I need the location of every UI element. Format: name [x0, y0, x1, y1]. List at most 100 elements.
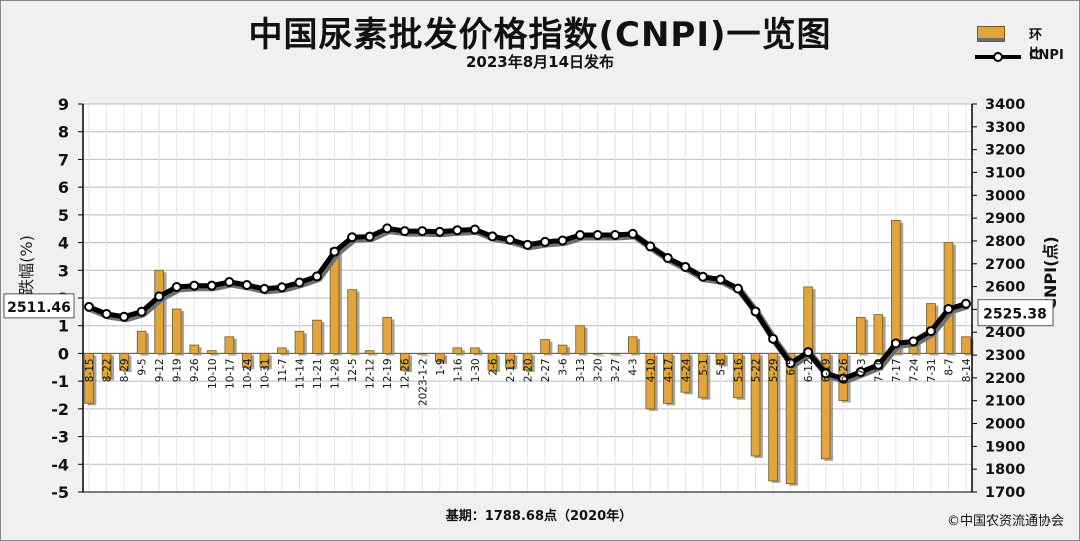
left-tick-label: -4 — [51, 455, 69, 474]
x-tick-label: 5-8 — [715, 358, 727, 375]
x-tick-label: 7-10 — [873, 358, 885, 382]
left-tick-label: 9 — [58, 95, 69, 114]
cnpi-point — [382, 223, 393, 234]
bar-mark — [698, 353, 708, 399]
bar-mark — [417, 353, 428, 355]
cnpi-point — [610, 230, 621, 241]
right-tick-label: 2600 — [985, 280, 1025, 296]
x-tick-label-group: 6-26 — [838, 358, 850, 382]
right-tick-label: 2000 — [985, 417, 1025, 433]
left-tick-label: 5 — [58, 206, 69, 225]
x-tick-label-group: 6-19 — [821, 358, 833, 382]
x-tick-label: 10-17 — [224, 358, 236, 389]
bar-mark — [715, 353, 726, 365]
right-value-callout: 2525.38 — [983, 307, 1047, 323]
cnpi-point — [732, 283, 743, 294]
x-tick-label: 9-19 — [172, 358, 184, 382]
bar-shadow — [420, 355, 430, 357]
bar-mark — [294, 330, 305, 354]
x-tick-label: 4-3 — [628, 358, 640, 375]
cnpi-point — [592, 230, 603, 241]
legend-bar-swatch — [977, 26, 1005, 42]
cnpi-point — [399, 226, 410, 237]
x-tick-label: 12-26 — [400, 358, 412, 389]
x-tick-label-group: 12-26 — [400, 358, 412, 389]
cnpi-point — [329, 246, 340, 257]
x-tick-label-group: 2023-1-2 — [417, 358, 429, 406]
x-tick-label: 9-12 — [154, 358, 166, 382]
cnpi-point — [522, 239, 533, 250]
bar-mark — [470, 347, 480, 354]
x-tick-label: 9-26 — [189, 358, 201, 382]
x-tick-label: 7-3 — [856, 358, 868, 375]
cnpi-point — [241, 279, 252, 290]
x-tick-label-group: 10-17 — [224, 358, 236, 389]
left-axis-title: 涨跌幅(%) — [17, 235, 36, 311]
right-tick-label: 3200 — [985, 143, 1025, 159]
x-tick-label-group: 8-7 — [943, 358, 955, 375]
bar-mark — [505, 353, 515, 368]
x-tick-label-group: 9-12 — [154, 358, 166, 382]
x-tick-label: 6-5 — [786, 358, 798, 375]
x-tick-label: 1-30 — [470, 358, 482, 382]
x-tick-label-group: 7-24 — [908, 358, 920, 382]
x-tick-label-group: 2-6 — [487, 358, 499, 375]
x-tick-label-group: 1-9 — [435, 358, 447, 375]
right-tick-label: 2800 — [985, 234, 1025, 250]
x-tick-label: 7-24 — [908, 358, 920, 382]
x-tick-label: 4-10 — [645, 358, 657, 382]
x-tick-label-group: 1-30 — [470, 358, 482, 382]
right-tick-label: 1700 — [985, 485, 1025, 501]
cnpi-point — [557, 235, 568, 246]
x-tick-label: 8-14 — [961, 358, 973, 382]
right-tick-label: 1900 — [985, 439, 1025, 455]
x-tick-label-group: 10-10 — [207, 358, 219, 389]
cnpi-point — [119, 311, 130, 322]
left-tick-label: -2 — [51, 400, 69, 419]
cnpi-point — [785, 358, 796, 369]
x-tick-label: 3-20 — [593, 358, 605, 382]
x-tick-label: 3-13 — [575, 358, 587, 382]
x-tick-label: 7-17 — [891, 358, 903, 382]
bar-mark — [171, 308, 182, 354]
cnpi-point — [680, 261, 691, 272]
cnpi-point — [890, 338, 901, 349]
cnpi-point — [662, 253, 673, 264]
x-tick-label-group: 9-19 — [172, 358, 184, 382]
bar-mark — [820, 353, 831, 460]
cnpi-point — [487, 231, 498, 242]
x-tick-label: 9-5 — [137, 358, 149, 375]
bar-shadow — [368, 352, 378, 356]
x-tick-label-group: 8-29 — [119, 358, 131, 382]
x-tick-label-group: 7-10 — [873, 358, 885, 382]
bar-mark — [452, 347, 463, 354]
left-value-callout: 2511.46 — [7, 300, 71, 316]
x-tick-label: 3-27 — [610, 358, 622, 382]
bar-mark — [680, 353, 691, 393]
bar-mark — [610, 353, 620, 355]
x-tick-label: 2-27 — [540, 358, 552, 382]
cnpi-point — [750, 306, 761, 317]
x-tick-label-group: 11-21 — [312, 358, 324, 389]
bar-mark — [663, 353, 673, 404]
cnpi-point — [364, 231, 375, 242]
bar-mark — [224, 336, 235, 354]
cnpi-point — [768, 333, 779, 344]
cnpi-point — [627, 228, 638, 239]
cnpi-point — [294, 277, 305, 288]
bar-mark — [961, 336, 971, 354]
x-tick-label: 11-14 — [294, 358, 306, 389]
x-tick-label: 2-13 — [505, 358, 517, 382]
x-tick-label: 10-10 — [207, 358, 219, 389]
x-tick-label-group: 6-5 — [786, 358, 798, 375]
x-tick-label-group: 2-13 — [505, 358, 517, 382]
bar-mark — [873, 314, 884, 354]
x-tick-label: 8-7 — [943, 358, 955, 375]
x-tick-label: 8-29 — [119, 358, 131, 382]
cnpi-point — [715, 274, 726, 285]
right-tick-label: 2400 — [985, 325, 1025, 341]
cnpi-point — [469, 224, 480, 235]
x-tick-label: 2-6 — [487, 358, 499, 375]
cnpi-point — [697, 271, 708, 282]
